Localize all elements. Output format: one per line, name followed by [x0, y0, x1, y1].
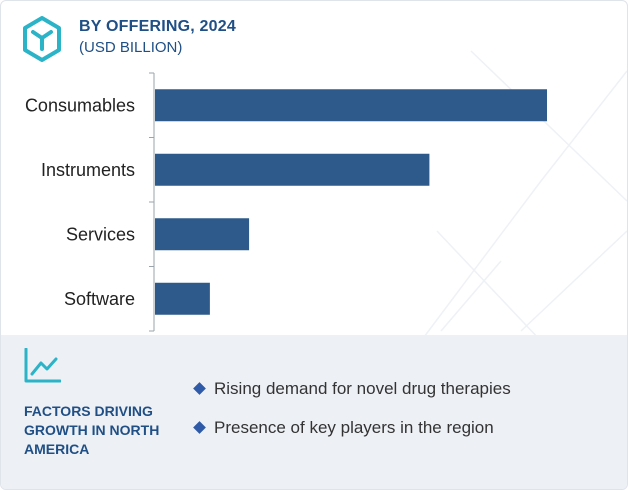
diamond-bullet-icon — [193, 421, 206, 434]
factors-list: Rising demand for novel drug therapies P… — [192, 377, 511, 455]
bar-consumables — [155, 89, 547, 122]
trend-chart-icon — [24, 348, 61, 383]
bar-services — [155, 218, 250, 251]
chart-subtitle: (USD BILLION) — [79, 39, 183, 56]
bar-software — [155, 282, 210, 315]
chart-title: BY OFFERING, 2024 — [79, 18, 236, 35]
bar-instruments — [155, 153, 430, 186]
factors-heading: FACTORS DRIVING GROWTH IN NORTH AMERICA — [24, 403, 160, 457]
factor-text: Rising demand for novel drug therapies — [214, 378, 511, 398]
factor-item: Rising demand for novel drug therapies — [192, 377, 511, 400]
diamond-bullet-icon — [193, 382, 206, 395]
factors-panel: FACTORS DRIVING GROWTH IN NORTH AMERICA … — [1, 335, 627, 489]
category-label: Services — [66, 224, 135, 244]
factor-item: Presence of key players in the region — [192, 416, 511, 439]
category-label: Software — [64, 289, 135, 309]
factor-text: Presence of key players in the region — [214, 417, 494, 437]
category-label: Consumables — [25, 95, 135, 115]
bar-chart: Consumables Instruments Services Software — [25, 72, 547, 332]
category-label: Instruments — [41, 160, 135, 180]
cube-logo-icon — [23, 16, 61, 62]
